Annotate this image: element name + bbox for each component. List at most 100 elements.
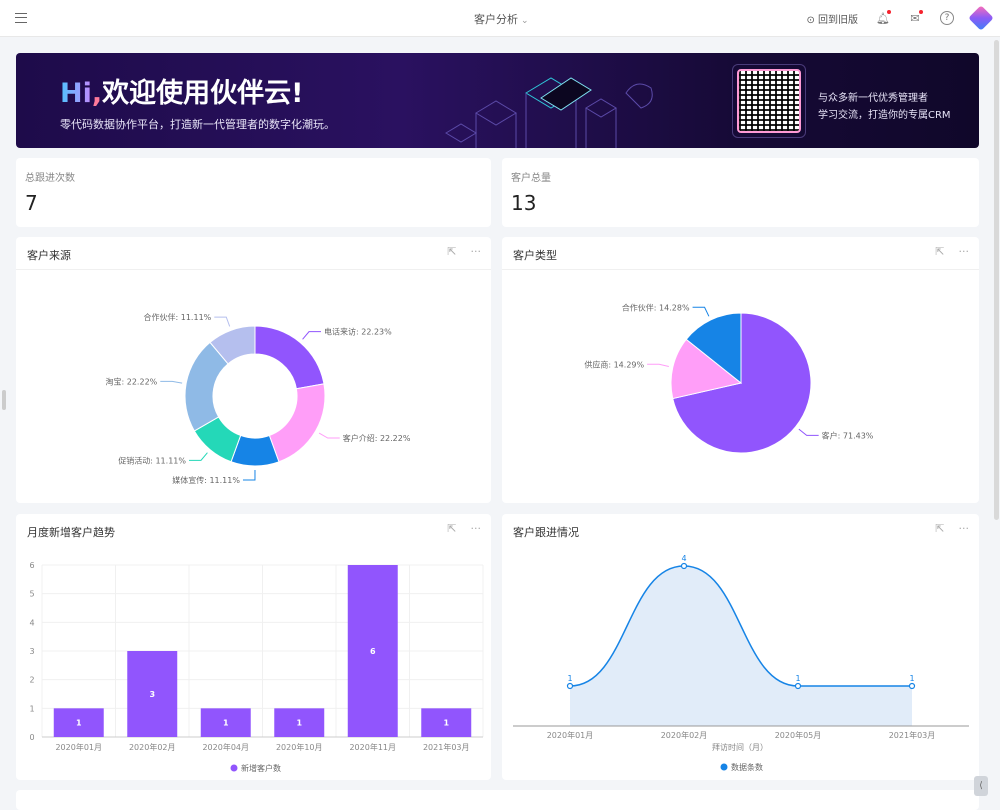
- bar-value-label: 1: [223, 719, 229, 728]
- app-logo[interactable]: [968, 5, 994, 31]
- back-label: 回到旧版: [818, 14, 858, 26]
- qr-line-2: 学习交流，打造你的专属CRM: [818, 110, 951, 121]
- inbox-icon[interactable]: ✉︎: [908, 10, 923, 25]
- legend-marker: [230, 764, 238, 772]
- expand-icon[interactable]: ⇱: [935, 522, 945, 535]
- data-point: [908, 682, 916, 690]
- back-to-old-version-button[interactable]: ⊙ 回到旧版: [806, 14, 858, 26]
- expand-icon[interactable]: ⇱: [447, 522, 457, 535]
- hi-comma: ,: [91, 78, 103, 109]
- point-label: 1: [567, 674, 572, 683]
- pie-slice: [672, 312, 812, 454]
- data-point: [794, 682, 802, 690]
- top-bar: 客户分析 ⌄ ⊙ 回到旧版 🔔︎ ✉︎ ?: [0, 0, 1000, 37]
- x-tick-label: 2020年11月: [349, 742, 396, 752]
- x-tick-label: 2020年02月: [129, 742, 176, 752]
- bar-value-label: 1: [296, 719, 302, 728]
- stat-label: 总跟进次数: [25, 173, 75, 184]
- more-icon[interactable]: ···: [470, 245, 482, 258]
- help-icon[interactable]: ?: [940, 11, 954, 25]
- chevron-down-icon: ⌄: [521, 16, 529, 26]
- area-chart: 1 2020年01月 4 2020年02月 1 2020年05月 1 2021年03月拜访时间…: [513, 554, 969, 772]
- stat-label: 客户总量: [511, 173, 551, 184]
- label-line: [798, 428, 819, 436]
- area-fill: [570, 566, 912, 726]
- greeting-text: 欢迎使用伙伴云!: [102, 78, 304, 109]
- slice-label: 客户介绍: 22.22%: [343, 433, 411, 443]
- chart-title: 月度新增客户趋势: [27, 526, 115, 539]
- data-point: [680, 562, 688, 570]
- sidebar-handle[interactable]: [2, 390, 6, 410]
- x-tick-label: 2021年03月: [889, 730, 936, 740]
- label-line: [647, 363, 669, 368]
- pie-slice: [685, 312, 742, 385]
- series-line: [569, 565, 912, 687]
- pie-slice: [209, 325, 256, 365]
- banner-illustration: [445, 77, 653, 148]
- x-tick-label: 2020年10月: [276, 742, 323, 752]
- bell-icon[interactable]: 🔔︎: [876, 10, 891, 25]
- x-tick-label: 2020年04月: [202, 742, 249, 752]
- chart-title: 客户跟进情况: [513, 526, 579, 539]
- bar-value-label: 3: [149, 690, 155, 699]
- more-icon[interactable]: ···: [958, 522, 970, 535]
- pie-slice: [670, 338, 743, 400]
- slice-label: 促销活动: 11.11%: [118, 455, 186, 465]
- more-icon[interactable]: ···: [470, 522, 482, 535]
- pie-slice: [268, 383, 326, 463]
- bar: [200, 708, 251, 737]
- bar-value-label: 1: [76, 719, 82, 728]
- menu-icon[interactable]: [15, 13, 27, 23]
- y-tick-label: 1: [29, 704, 34, 713]
- legend-label: 数据条数: [731, 762, 763, 772]
- x-axis-title: 拜访时间（月）: [712, 742, 768, 752]
- stat-card-followups: 总跟进次数 7: [16, 158, 491, 227]
- expand-icon[interactable]: ⇱: [935, 245, 945, 258]
- banner-greeting: Hi,欢迎使用伙伴云!: [60, 71, 303, 110]
- chart-card-customer-source: 客户来源 ⇱ ··· 电话来访: 22.23% 客户介绍: 22.22% 媒体宣传: …: [16, 237, 491, 503]
- slice-label: 电话来访: 22.23%: [324, 327, 392, 337]
- label-line: [318, 432, 340, 439]
- y-tick-label: 6: [29, 561, 34, 570]
- bar-chart: 0 1 2 3 4 5 6 1 2020年01月 3 2020年02月 1 2020年04月 1 2020年…: [29, 561, 484, 773]
- y-tick-label: 0: [29, 733, 34, 742]
- x-tick-label: 2020年05月: [775, 730, 822, 740]
- donut-chart: 电话来访: 22.23% 客户介绍: 22.22% 媒体宣传: 11.11% 促销活动…: [106, 312, 411, 485]
- point-label: 1: [795, 674, 800, 683]
- chart-title: 客户类型: [513, 249, 557, 262]
- label-line: [214, 316, 231, 327]
- slice-label: 合作伙伴: 11.11%: [144, 312, 212, 322]
- point-label: 1: [909, 674, 914, 683]
- data-point: [566, 682, 574, 690]
- collapse-button[interactable]: ⟨: [974, 776, 988, 796]
- chart-title: 客户来源: [27, 249, 71, 262]
- hi-text: Hi: [60, 78, 92, 109]
- point-label: 4: [681, 554, 686, 563]
- pie-slice: [254, 325, 325, 390]
- pie-chart: 客户: 71.43% 供应商: 14.29% 合作伙伴: 14.28%: [584, 302, 874, 454]
- bar: [274, 708, 325, 737]
- label-line: [692, 306, 710, 317]
- chart-card-followup: 客户跟进情况 ⇱ ··· 1 2020年01月 4 2020年02月 1 2020年05月 1…: [502, 514, 979, 780]
- slice-label: 合作伙伴: 14.28%: [622, 302, 690, 312]
- label-line: [242, 469, 256, 481]
- bar: [53, 708, 104, 737]
- y-tick-label: 2: [29, 676, 34, 685]
- label-line: [302, 331, 322, 340]
- qr-code: [732, 64, 806, 138]
- page-title-dropdown[interactable]: 客户分析 ⌄: [474, 11, 529, 27]
- x-tick-label: 2020年02月: [661, 730, 708, 740]
- chart-card-customer-type: 客户类型 ⇱ ··· 客户: 71.43% 供应商: 14.29% 合作伙伴: 14.…: [502, 237, 979, 503]
- qr-line-1: 与众多新一代优秀管理者: [818, 93, 928, 104]
- label-line: [160, 380, 183, 384]
- scrollbar[interactable]: [994, 40, 999, 520]
- expand-icon[interactable]: ⇱: [447, 245, 457, 258]
- chart-card-monthly-new: 月度新增客户趋势 ⇱ ··· 0 1 2 3 4 5 6 1 2020年01月 3 2020年02月 1…: [16, 514, 491, 780]
- x-tick-label: 2021年03月: [423, 742, 470, 752]
- slice-label: 媒体宣传: 11.11%: [172, 475, 240, 485]
- bar: [127, 651, 178, 737]
- more-icon[interactable]: ···: [958, 245, 970, 258]
- slice-label: 供应商: 14.29%: [584, 359, 644, 369]
- welcome-banner: Hi,欢迎使用伙伴云! 零代码数据协作平台，打造新一代管理者的数字化潮玩。 与众…: [16, 53, 979, 148]
- stat-value: 13: [511, 191, 537, 215]
